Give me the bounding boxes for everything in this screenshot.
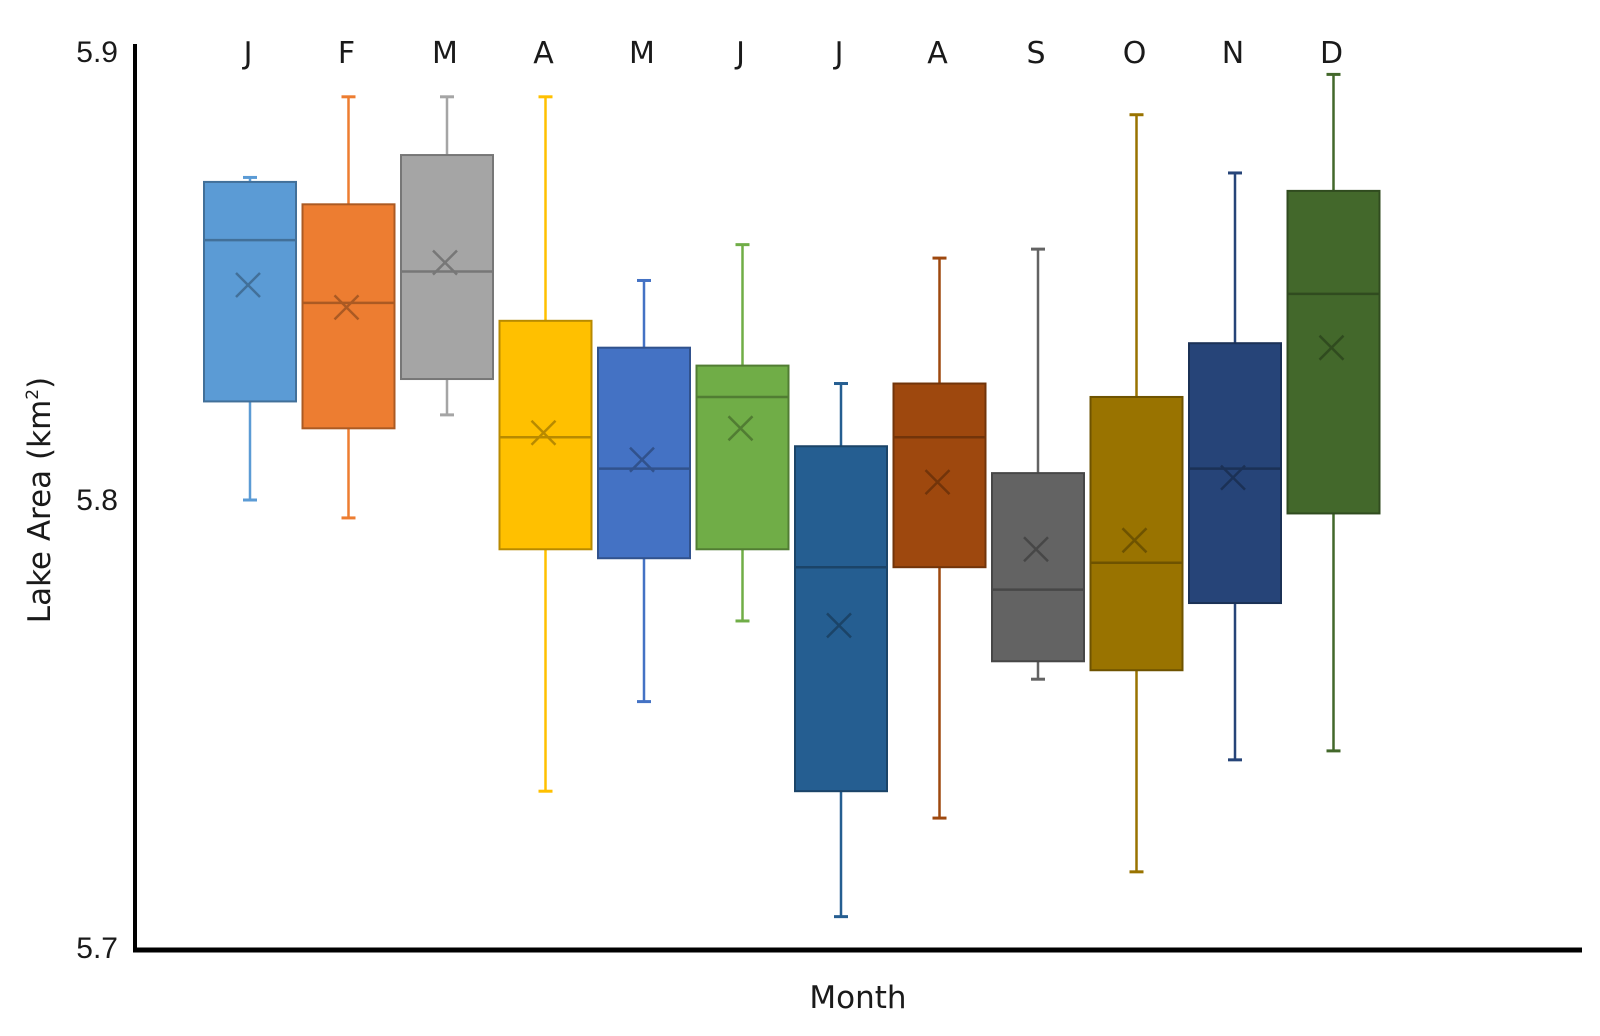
iqr-box <box>1286 189 1381 515</box>
box-oct <box>1089 113 1184 874</box>
iqr-box <box>1188 342 1282 605</box>
y-tick-label: 5.8 <box>76 484 118 517</box>
iqr-box <box>892 382 987 569</box>
y-axis-title: Lake Area (km2) <box>22 377 58 623</box>
y-tick-label: 5.7 <box>76 932 118 965</box>
box-mar <box>400 95 494 417</box>
iqr-box <box>400 154 494 381</box>
month-label: J <box>833 36 844 71</box>
mean-marker-stroke-b <box>924 469 951 495</box>
mean-marker-stroke-b <box>235 272 261 298</box>
month-label: J <box>242 36 253 71</box>
y-tick-label: 5.9 <box>76 36 118 69</box>
iqr-box <box>301 203 396 430</box>
y-axis-title-main: Lake Area (km <box>22 400 58 623</box>
labels-layer: 5.7 5.8 5.9 J F M A M J J A S O N D <box>76 36 1343 965</box>
month-label: D <box>1320 36 1343 71</box>
box-jun <box>695 243 790 623</box>
box-apr <box>498 95 593 793</box>
mean-marker-stroke-b <box>629 446 655 473</box>
month-label: M <box>432 36 458 71</box>
iqr-box <box>1089 395 1184 672</box>
axes-layer <box>133 44 1582 953</box>
iqr-box <box>203 180 297 403</box>
mean-marker-stroke-b <box>727 415 754 442</box>
mean-marker-stroke-b <box>1023 536 1049 563</box>
box-may <box>597 278 691 704</box>
box-aug <box>892 256 987 820</box>
mean-marker-stroke-b <box>1121 527 1148 554</box>
box-jul <box>794 382 888 919</box>
mean-marker-stroke-b <box>432 249 458 276</box>
y-axis-title-superscript: 2 <box>23 389 43 400</box>
box-nov <box>1188 171 1282 762</box>
box-feb <box>301 95 396 520</box>
iqr-box <box>991 472 1085 663</box>
month-label: N <box>1222 36 1244 71</box>
month-label: M <box>629 36 655 71</box>
box-jan <box>203 175 297 502</box>
mean-marker-stroke-b <box>530 419 557 446</box>
y-axis-title-suffix: ) <box>22 377 58 389</box>
mean-marker-stroke-b <box>333 294 360 321</box>
mean-marker-stroke-b <box>826 612 852 639</box>
mean-marker-stroke-b <box>1220 464 1246 491</box>
mean-marker-stroke-b <box>1318 334 1345 361</box>
iqr-box <box>597 346 691 560</box>
x-axis-title: Month <box>809 980 906 1016</box>
iqr-box <box>794 445 888 793</box>
boxes-layer <box>203 72 1381 919</box>
month-label: O <box>1123 36 1147 71</box>
month-label: J <box>734 36 745 71</box>
box-sep <box>991 247 1085 681</box>
iqr-box <box>695 364 790 551</box>
month-label: A <box>927 36 948 71</box>
month-label: A <box>533 36 554 71</box>
box-dec <box>1286 72 1381 753</box>
month-label: F <box>338 36 355 71</box>
month-label: S <box>1026 36 1045 71</box>
